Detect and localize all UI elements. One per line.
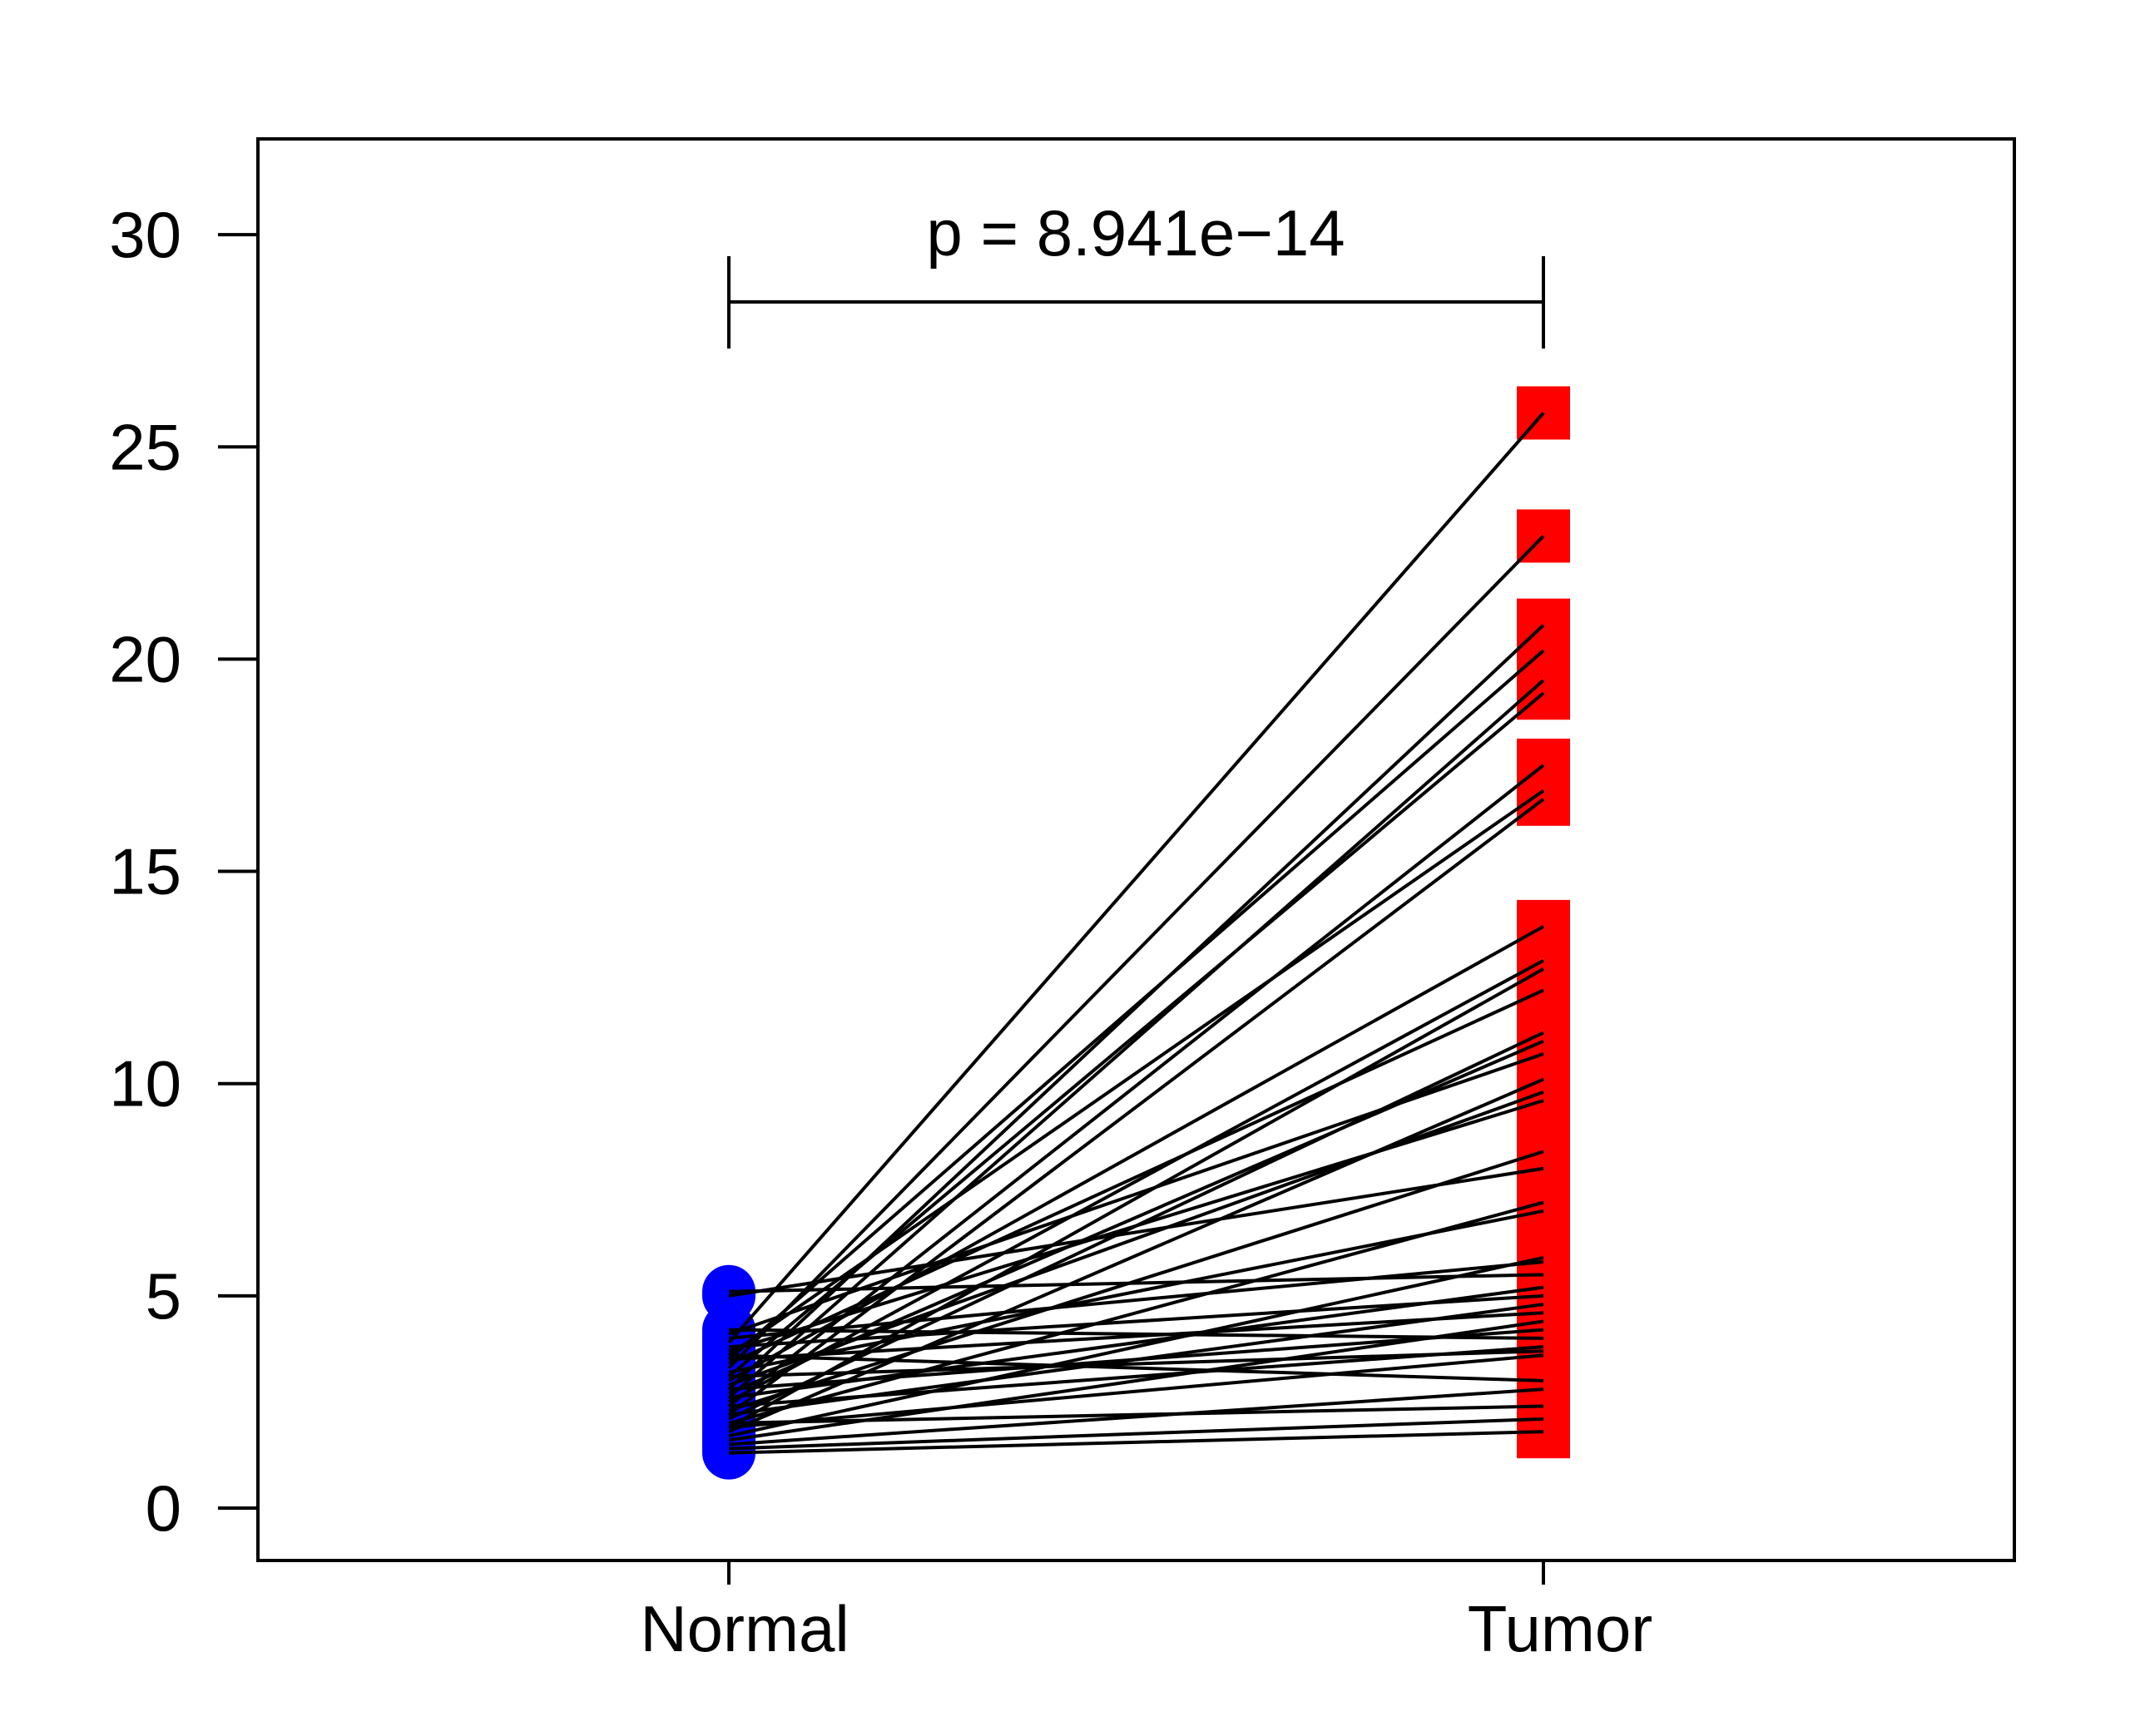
plot-frame [256, 137, 2016, 1562]
pair-line [728, 958, 1544, 1404]
pair-line [728, 1353, 1544, 1430]
pair-line [728, 1328, 1544, 1340]
pair-line [727, 412, 1545, 1344]
pair-line [728, 988, 1544, 1366]
pair-line [727, 649, 1545, 1361]
p-value-label: p = 8.941e−14 [926, 196, 1345, 270]
pair-line [728, 1349, 1544, 1378]
y-tick-label: 20 [109, 622, 181, 695]
x-tick-label-tumor: Tumor [1468, 1592, 1652, 1665]
y-tick-label: 5 [146, 1259, 181, 1333]
pair-line [728, 1404, 1544, 1425]
pair-line [728, 1099, 1544, 1353]
pair-line [727, 798, 1545, 1417]
pair-line [728, 1353, 1544, 1382]
pair-line [728, 1430, 1544, 1455]
significance-bracket: p = 8.941e−14 [727, 196, 1545, 349]
y-tick-label: 0 [146, 1471, 181, 1545]
y-axis: 0 5 10 15 20 25 30 [109, 198, 258, 1545]
y-tick-label: 25 [109, 410, 181, 483]
x-axis: Normal Tumor [640, 1560, 1652, 1665]
y-tick-label: 10 [109, 1047, 181, 1120]
pair-line [728, 1166, 1544, 1298]
pair-line [728, 1260, 1544, 1340]
pair-line [728, 1273, 1544, 1293]
pair-line [728, 1255, 1544, 1438]
pair-line [727, 789, 1545, 1357]
pair-line [728, 1417, 1544, 1451]
pair-line [728, 1293, 1544, 1349]
x-tick-label-normal: Normal [640, 1592, 849, 1665]
pair-line [728, 1150, 1544, 1412]
pair-line [728, 1311, 1544, 1362]
pair-line [728, 1328, 1544, 1392]
y-tick-label: 30 [109, 198, 181, 271]
pair-line [727, 679, 1545, 1399]
pair-line [727, 535, 1545, 1369]
pair-line [728, 1209, 1544, 1374]
y-tick-label: 15 [109, 835, 181, 908]
pair-line [728, 1387, 1544, 1447]
pair-lines [727, 412, 1545, 1455]
pair-line [727, 764, 1545, 1408]
pair-line [728, 925, 1544, 1382]
